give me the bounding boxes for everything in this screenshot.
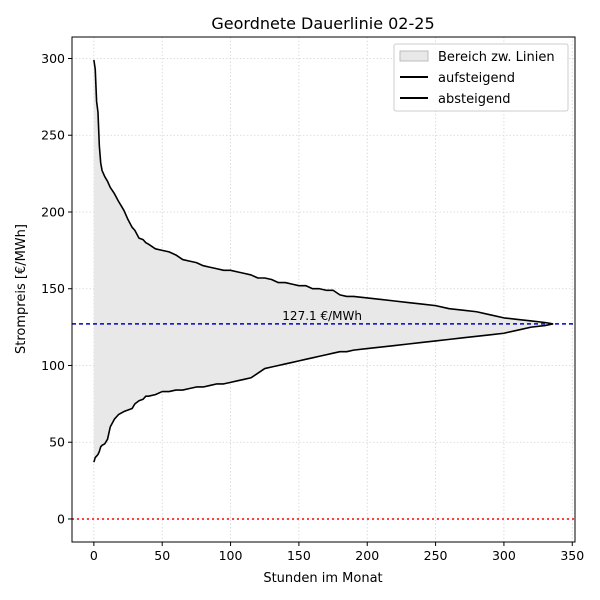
- plot-area: 127.1 €/MWh: [72, 59, 575, 520]
- y-tick-label: 50: [49, 435, 65, 450]
- plot-frame: [71, 36, 576, 543]
- y-tick-label: 100: [41, 358, 65, 373]
- legend: Bereich zw. Linien aufsteigend absteigen…: [393, 43, 569, 112]
- x-tick-label: 100: [219, 548, 243, 563]
- axis-ticks: 0 50 100 150 200 250 300 350 0 50 100 150 200 250 300: [41, 51, 584, 563]
- legend-swatch-fill: [399, 50, 429, 62]
- legend-label-bereich: Bereich zw. Linien: [438, 50, 555, 65]
- mean-reference-label: 127.1 €/MWh: [282, 309, 362, 323]
- x-tick-label: 50: [154, 548, 170, 563]
- y-tick-label: 200: [41, 204, 65, 219]
- series-line-aufsteigend: [93, 323, 554, 463]
- x-tick-label: 350: [560, 548, 584, 563]
- x-tick-label: 250: [424, 548, 448, 563]
- chart-title: Geordnete Dauerlinie 02-25: [211, 14, 434, 33]
- y-tick-label: 0: [57, 511, 65, 526]
- x-axis-label: Stunden im Monat: [263, 571, 382, 586]
- legend-label-absteigend: absteigend: [438, 92, 510, 107]
- series-line-absteigend: [93, 59, 554, 325]
- x-tick-label: 300: [492, 548, 516, 563]
- x-tick-label: 0: [90, 548, 98, 563]
- legend-label-aufsteigend: aufsteigend: [438, 71, 515, 86]
- x-tick-label: 150: [287, 548, 311, 563]
- x-tick-label: 200: [355, 548, 379, 563]
- y-axis-label: Strompreis [€/MWh]: [14, 224, 29, 354]
- fill-between-area: [93, 60, 554, 463]
- y-tick-label: 250: [41, 128, 65, 143]
- legend-box: [393, 43, 569, 112]
- y-tick-label: 300: [41, 51, 65, 66]
- y-tick-label: 150: [41, 281, 65, 296]
